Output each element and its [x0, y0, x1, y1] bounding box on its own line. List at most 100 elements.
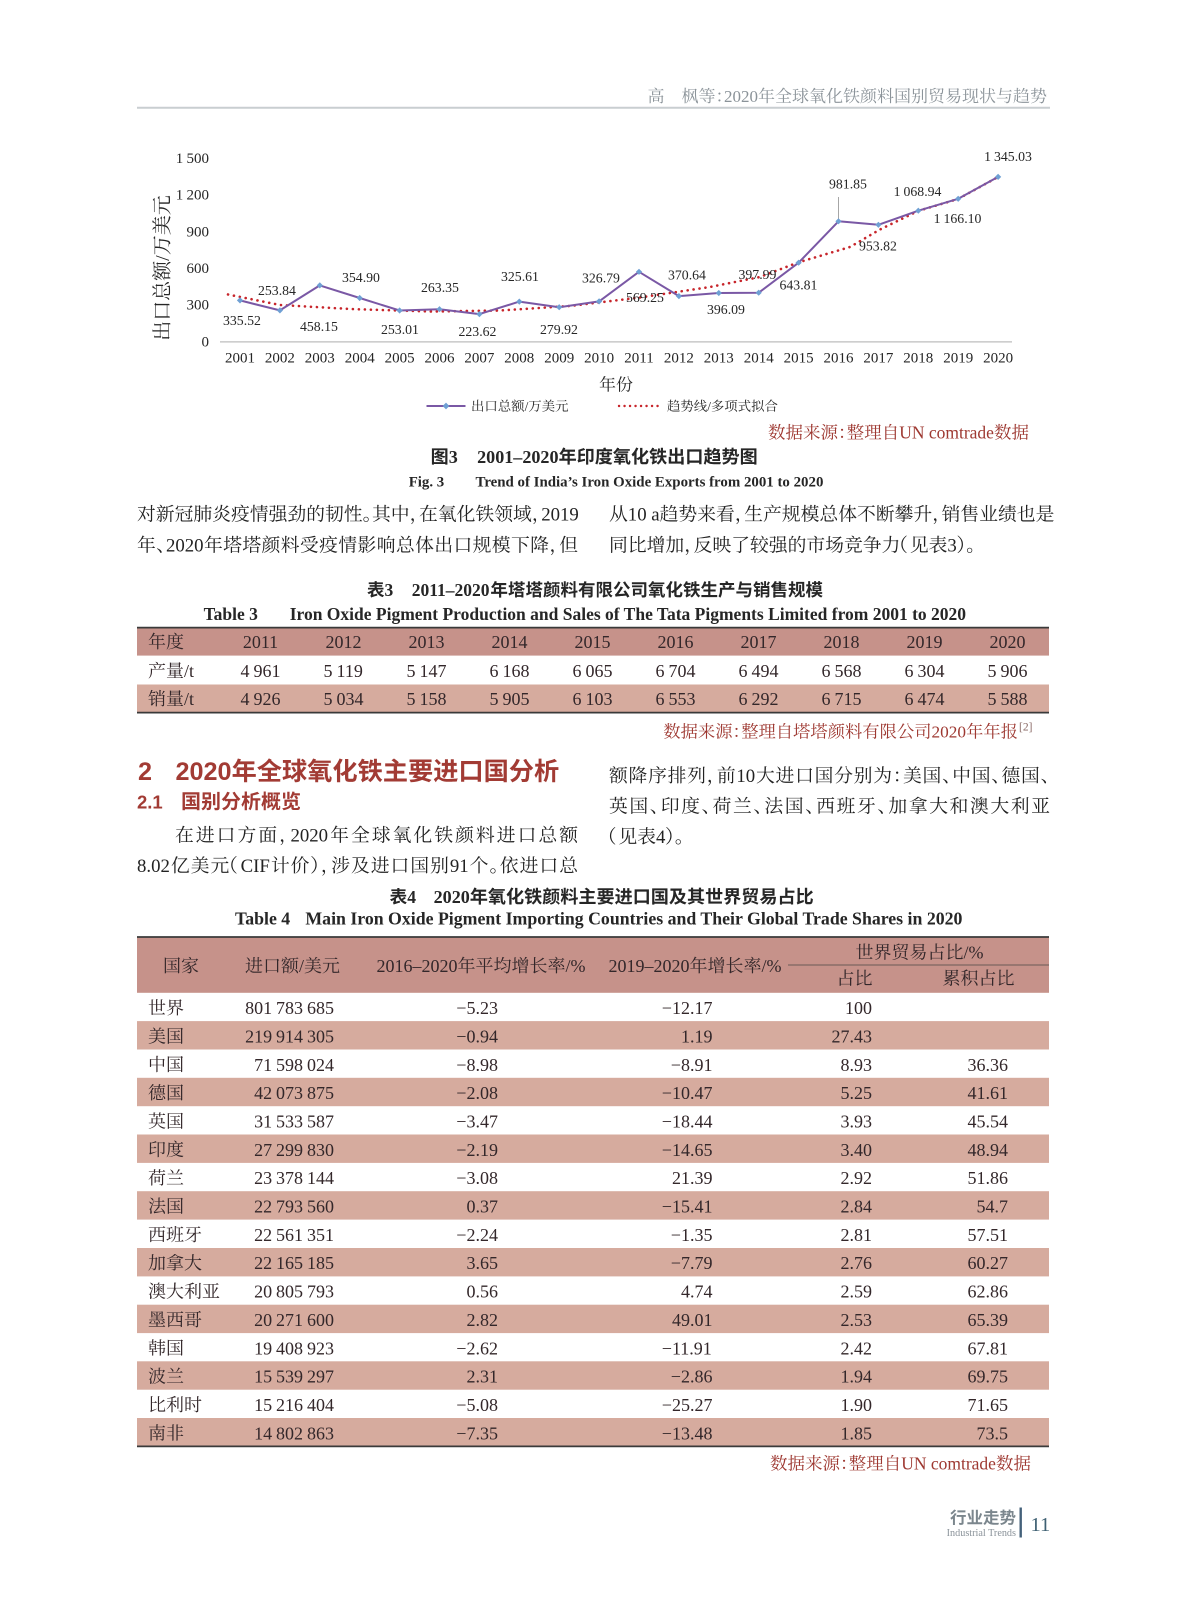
svg-text:91: 91	[450, 856, 469, 877]
svg-text:45.54: 45.54	[968, 1112, 1009, 1132]
svg-text:0.56: 0.56	[467, 1282, 499, 1302]
svg-text:2.59: 2.59	[841, 1282, 873, 1302]
svg-text:2.84: 2.84	[841, 1197, 873, 1217]
svg-text:−7.79: −7.79	[671, 1253, 713, 1273]
svg-text:−2.62: −2.62	[456, 1338, 498, 1358]
svg-text:643.81: 643.81	[780, 278, 818, 293]
svg-text:3: 3	[449, 447, 458, 467]
svg-text:2019: 2019	[541, 505, 579, 526]
svg-text:2016: 2016	[658, 632, 694, 652]
svg-text:UN comtrade: UN comtrade	[899, 423, 994, 443]
svg-text:27.43: 27.43	[832, 1027, 873, 1047]
svg-text:2020: 2020	[291, 826, 329, 847]
svg-text:57.51: 57.51	[968, 1225, 1009, 1245]
svg-text:2018: 2018	[824, 632, 860, 652]
svg-text:300: 300	[187, 298, 210, 314]
svg-text:Fig. 3: Fig. 3	[409, 475, 445, 491]
svg-text:2009: 2009	[544, 351, 574, 367]
svg-text:73.5: 73.5	[977, 1423, 1009, 1443]
svg-text:51.86: 51.86	[968, 1168, 1009, 1188]
svg-text:253.01: 253.01	[381, 322, 419, 337]
svg-text:−7.35: −7.35	[456, 1423, 498, 1443]
svg-text:−0.94: −0.94	[456, 1027, 498, 1047]
svg-text:569.25: 569.25	[626, 290, 664, 305]
svg-text:UN comtrade: UN comtrade	[901, 1454, 996, 1474]
svg-text:953.82: 953.82	[859, 239, 897, 254]
svg-text:−2.24: −2.24	[456, 1225, 498, 1245]
svg-text:2014: 2014	[744, 351, 775, 367]
svg-text:Main Iron Oxide Pigment Import: Main Iron Oxide Pigment Importing Countr…	[305, 909, 962, 929]
svg-text:−5.08: −5.08	[456, 1395, 498, 1415]
svg-text:CIF: CIF	[241, 856, 270, 877]
svg-text:2.31: 2.31	[467, 1367, 499, 1387]
svg-text:2020: 2020	[724, 87, 758, 106]
svg-text:279.92: 279.92	[540, 322, 578, 337]
svg-text:2020: 2020	[983, 351, 1013, 367]
svg-text:11: 11	[1031, 1514, 1051, 1536]
svg-text:−25.27: −25.27	[662, 1395, 713, 1415]
svg-text:10 a: 10 a	[628, 505, 660, 526]
svg-text:10: 10	[736, 766, 755, 787]
svg-text:3: 3	[947, 536, 956, 557]
svg-text:49.01: 49.01	[672, 1310, 713, 1330]
svg-text:223.62: 223.62	[459, 324, 497, 339]
svg-text:3.93: 3.93	[841, 1112, 873, 1132]
svg-text:2020: 2020	[166, 536, 204, 557]
svg-text:2016–2020: 2016–2020	[377, 956, 458, 976]
svg-text:8.93: 8.93	[841, 1055, 873, 1075]
svg-text:−13.48: −13.48	[662, 1423, 713, 1443]
svg-text:1.90: 1.90	[841, 1395, 873, 1415]
svg-text:−2.08: −2.08	[456, 1083, 498, 1103]
svg-text:−2.19: −2.19	[456, 1140, 498, 1160]
svg-text:2: 2	[138, 758, 152, 786]
svg-text:−12.17: −12.17	[662, 998, 713, 1018]
svg-text:−8.98: −8.98	[456, 1055, 498, 1075]
svg-text:4: 4	[656, 827, 666, 848]
svg-text:2007: 2007	[464, 351, 495, 367]
svg-text:2004: 2004	[345, 351, 376, 367]
svg-text:[2]: [2]	[1019, 722, 1032, 734]
svg-text:60.27: 60.27	[968, 1253, 1009, 1273]
svg-text:/: /	[299, 956, 304, 976]
svg-text:2020: 2020	[932, 723, 967, 742]
svg-text:3: 3	[385, 580, 394, 600]
svg-text:2006: 2006	[425, 351, 456, 367]
svg-text:−14.65: −14.65	[662, 1140, 713, 1160]
svg-text:−10.47: −10.47	[662, 1083, 713, 1103]
svg-text:/: /	[707, 399, 711, 414]
svg-text:2019: 2019	[943, 351, 973, 367]
svg-text:Table 3: Table 3	[204, 604, 259, 624]
svg-text:2020: 2020	[434, 887, 470, 907]
svg-text:2017: 2017	[741, 632, 777, 652]
svg-text:−5.23: −5.23	[456, 998, 498, 1018]
svg-text:2019–2020: 2019–2020	[609, 956, 690, 976]
svg-text:21.39: 21.39	[672, 1168, 713, 1188]
svg-text:2012: 2012	[664, 351, 694, 367]
svg-text:0.37: 0.37	[467, 1197, 499, 1217]
svg-text:2008: 2008	[504, 351, 534, 367]
svg-text:2015: 2015	[784, 351, 814, 367]
svg-text:2012: 2012	[326, 632, 362, 652]
